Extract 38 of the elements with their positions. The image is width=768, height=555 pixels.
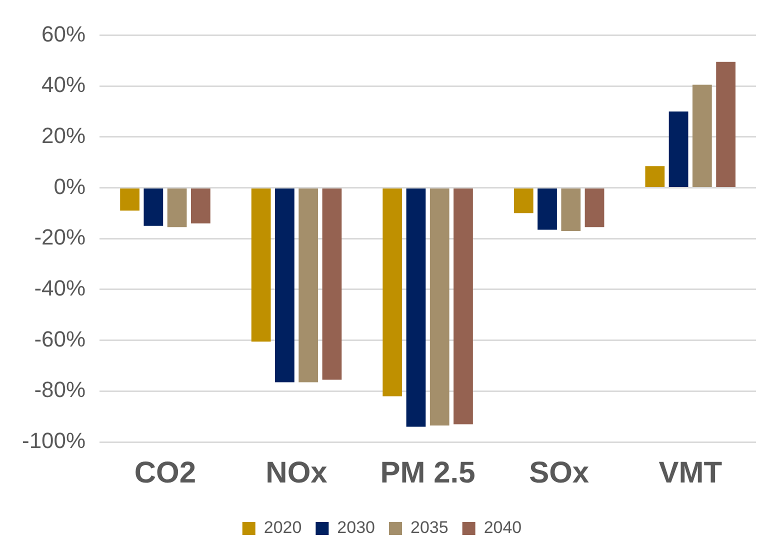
legend-label: 2020 bbox=[264, 518, 302, 538]
bar bbox=[668, 111, 688, 187]
y-tick-label: -40% bbox=[34, 276, 86, 301]
legend-label: 2030 bbox=[337, 518, 376, 538]
bar bbox=[382, 188, 402, 396]
y-tick-label: 40% bbox=[42, 72, 86, 98]
bar bbox=[454, 188, 473, 424]
bar bbox=[514, 188, 534, 214]
bar bbox=[584, 188, 604, 228]
bar bbox=[251, 188, 271, 342]
bar bbox=[716, 62, 736, 187]
bar bbox=[645, 166, 665, 187]
y-tick-label: -100% bbox=[22, 428, 86, 454]
legend-label: 2035 bbox=[410, 518, 448, 538]
bar bbox=[430, 188, 450, 426]
y-tick-label: 60% bbox=[42, 21, 86, 46]
x-tick-label: PM 2.5 bbox=[380, 456, 476, 490]
bar bbox=[692, 84, 712, 187]
legend-label: 2040 bbox=[484, 518, 522, 538]
x-tick-label: SOx bbox=[529, 456, 590, 490]
x-tick-label: VMT bbox=[658, 456, 722, 490]
bar bbox=[538, 188, 557, 230]
bar bbox=[190, 188, 210, 224]
bar bbox=[322, 188, 342, 380]
bar bbox=[120, 188, 140, 211]
bar bbox=[406, 188, 426, 427]
bar bbox=[561, 188, 581, 231]
y-tick-label: -60% bbox=[34, 326, 86, 352]
y-tick-label: -80% bbox=[34, 377, 86, 402]
bar bbox=[144, 188, 164, 226]
y-tick-label: -20% bbox=[34, 224, 86, 250]
bar bbox=[298, 188, 318, 382]
bar bbox=[275, 188, 294, 382]
y-tick-label: 20% bbox=[42, 122, 86, 148]
x-tick-label: CO2 bbox=[134, 456, 196, 490]
y-tick-label: 0% bbox=[54, 174, 86, 199]
bar bbox=[167, 188, 187, 228]
x-tick-label: NOx bbox=[266, 456, 328, 490]
